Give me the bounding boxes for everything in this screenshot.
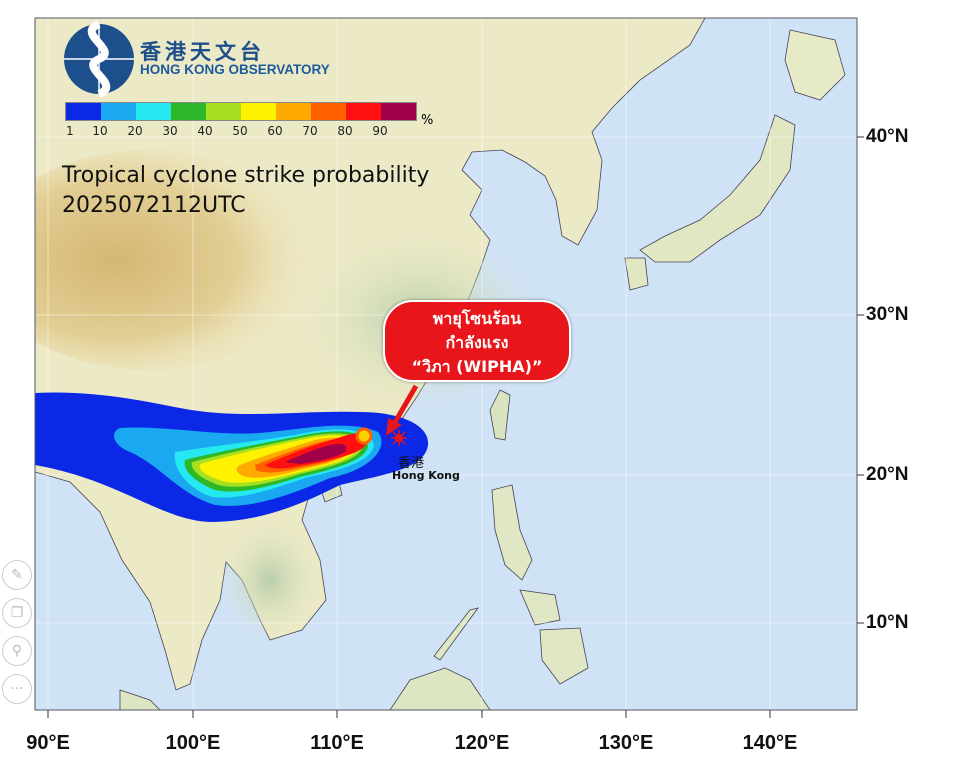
- hong-kong-label-en: Hong Kong: [392, 469, 460, 482]
- legend-label: 80: [337, 124, 353, 138]
- lon-tick-110: 110°E: [310, 732, 364, 754]
- storm-callout: พายุโซนร้อน กำลังแรง “วิภา (WIPHA)”: [383, 300, 571, 382]
- legend-swatch: [136, 103, 171, 120]
- callout-line: “วิภา (WIPHA)”: [411, 357, 543, 376]
- prob-90: [285, 443, 347, 464]
- legend-label: 60: [267, 124, 283, 138]
- legend-swatch: [241, 103, 276, 120]
- legend-label: 10: [92, 124, 108, 138]
- legend-label: 30: [162, 124, 178, 138]
- callout-line: พายุโซนร้อน: [432, 309, 522, 328]
- legend-swatch: [346, 103, 381, 120]
- palawan: [433, 607, 479, 661]
- legend-label: 1: [66, 124, 74, 138]
- borneo: [389, 667, 491, 710]
- hong-kong-label-zh: 香港: [398, 456, 425, 471]
- lon-tick-90: 90°E: [26, 732, 70, 754]
- logo-english-text: HONG KONG OBSERVATORY: [140, 62, 330, 77]
- terrain-green: [220, 520, 320, 640]
- search-icon[interactable]: ⚲: [2, 636, 32, 666]
- lat-tick-30: 30°N: [866, 304, 909, 325]
- taiwan: [489, 389, 511, 441]
- lon-tick-140: 140°E: [742, 732, 798, 754]
- copy-icon[interactable]: ❐: [2, 598, 32, 628]
- legend-unit: %: [421, 113, 434, 128]
- visayas: [519, 589, 561, 626]
- legend-swatch: [311, 103, 346, 120]
- legend-label: 70: [302, 124, 318, 138]
- strike-probability-swath: [35, 392, 429, 522]
- axis-ticks: [47, 136, 864, 718]
- kyushu: [624, 257, 649, 291]
- legend-swatch: [101, 103, 136, 120]
- sumatra-edge: [119, 689, 161, 710]
- legend-label: 90: [372, 124, 388, 138]
- lon-tick-100: 100°E: [165, 732, 221, 754]
- legend-swatch: [381, 103, 416, 120]
- callout-line: กำลังแรง: [445, 333, 509, 352]
- map-frame: [34, 17, 858, 711]
- legend-swatch: [276, 103, 311, 120]
- map-title: Tropical cyclone strike probability: [62, 163, 430, 188]
- legend-swatch: [66, 103, 101, 120]
- hong-kong-marker: [391, 430, 407, 446]
- lat-tick-10: 10°N: [866, 612, 909, 633]
- issue-datetime: 2025072112UTC: [62, 193, 246, 218]
- more-icon[interactable]: ···: [2, 674, 32, 704]
- mindanao: [539, 627, 589, 685]
- legend-label: 20: [127, 124, 143, 138]
- lon-tick-130: 130°E: [598, 732, 654, 754]
- logo-emblem: [64, 20, 134, 98]
- lat-tick-20: 20°N: [866, 464, 909, 485]
- pencil-icon[interactable]: ✎: [2, 560, 32, 590]
- lon-tick-120: 120°E: [454, 732, 510, 754]
- lat-tick-40: 40°N: [866, 126, 909, 147]
- honshu: [639, 114, 796, 263]
- logo-chinese-text: 香港天文台: [140, 40, 265, 64]
- luzon: [491, 484, 533, 581]
- hokkaido: [784, 29, 846, 101]
- prob-peak: [355, 427, 373, 445]
- legend-swatch: [171, 103, 206, 120]
- legend-swatch: [206, 103, 241, 120]
- probability-legend: [65, 102, 417, 121]
- legend-label: 50: [232, 124, 248, 138]
- callout-arrow: [386, 384, 419, 436]
- legend-label: 40: [197, 124, 213, 138]
